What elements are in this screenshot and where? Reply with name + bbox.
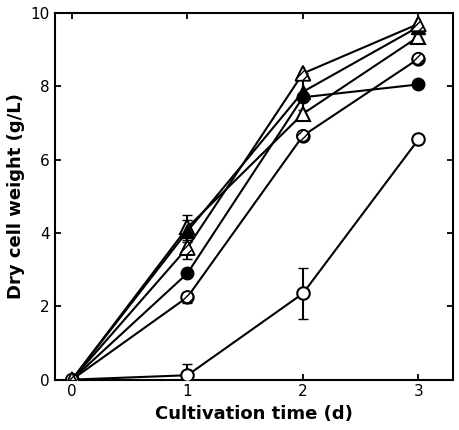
Point [299,70,306,77]
Point [414,55,421,62]
Point [183,244,190,251]
Point [183,294,190,301]
Point [68,376,75,383]
Point [68,376,75,383]
Point [414,21,421,28]
Y-axis label: Dry cell weight (g/L): Dry cell weight (g/L) [7,93,25,299]
Point [299,132,306,139]
X-axis label: Cultivation time (d): Cultivation time (d) [155,405,352,423]
